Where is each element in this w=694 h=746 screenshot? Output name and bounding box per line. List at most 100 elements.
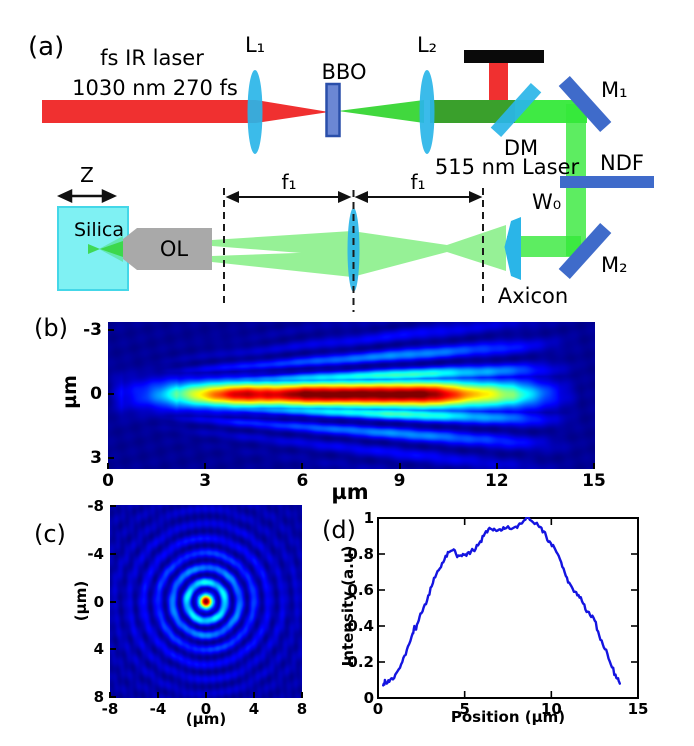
silica-label: Silica — [74, 219, 124, 241]
axicon-lens — [504, 217, 521, 280]
f1-arrow-left — [225, 190, 352, 204]
panel-a-diagram: (a) fs IR laser 1030 nm 270 fs L₁ BBO L₂… — [28, 32, 654, 312]
tick-mark — [398, 463, 401, 469]
intensity-profile-curve — [382, 517, 621, 687]
plot-d-frame — [377, 517, 639, 699]
bbo-crystal — [325, 82, 341, 138]
tick-mark — [107, 463, 109, 469]
red-beam-main — [42, 100, 256, 123]
focal-plane-dashes — [223, 188, 484, 312]
green-beam-m2-to-axicon — [507, 236, 581, 257]
b-xlabel: µm — [331, 480, 369, 504]
mirror-m2 — [558, 222, 612, 280]
laser-label-line1: fs IR laser — [100, 46, 204, 70]
tick-label: 0 — [93, 592, 104, 611]
ol-label: OL — [160, 237, 189, 261]
beam-dump — [464, 50, 544, 63]
tick-mark — [204, 463, 207, 469]
tick-label: 10 — [540, 700, 562, 718]
panel-b-label: (b) — [34, 314, 68, 342]
c-xlabel: (µm) — [185, 710, 227, 728]
tick-mark — [110, 505, 116, 507]
tick-mark — [110, 552, 116, 555]
b-ylabel: µm — [59, 375, 81, 409]
panel-c-label: (c) — [34, 520, 66, 548]
heatmap-c-canvas — [110, 505, 302, 698]
tick-label: 15 — [582, 471, 606, 491]
lens-l1 — [247, 70, 263, 154]
green-focus-tip — [88, 244, 100, 254]
tick-label: 0.6 — [347, 581, 374, 599]
lens-l2-label: L₂ — [417, 33, 437, 57]
heatmap-b-canvas — [108, 322, 595, 469]
w0-label: W₀ — [532, 190, 561, 214]
line-plot-d — [377, 517, 639, 699]
green-beam-diverging — [338, 100, 424, 123]
dm-sub-label: 515 nm Laser — [435, 155, 580, 179]
dichroic-mirror — [490, 83, 542, 137]
tick-mark — [110, 696, 116, 699]
tick-label: 0.2 — [347, 653, 374, 671]
d-ylabel: Intensity (a.u) — [339, 545, 357, 667]
z-arrow — [56, 189, 118, 203]
tick-label: 0 — [102, 471, 114, 491]
tick-label: 1 — [363, 509, 374, 527]
tick-label: 0 — [90, 384, 102, 404]
green-focus-cone — [100, 241, 123, 257]
panel-a-label: (a) — [28, 32, 64, 62]
tick-label: 0 — [363, 689, 374, 707]
dm-label: DM — [504, 136, 538, 160]
objective-lens — [123, 228, 212, 270]
tick-mark — [110, 600, 116, 603]
tick-label: 0 — [200, 700, 212, 718]
axicon-label: Axicon — [498, 284, 568, 308]
panel-d-label: (d) — [322, 516, 356, 544]
tick-label: 5 — [459, 700, 470, 718]
bbo-label: BBO — [322, 60, 367, 84]
tick-label: 8 — [296, 700, 308, 718]
tick-mark — [301, 463, 304, 469]
tick-mark — [495, 463, 498, 469]
tick-mark — [205, 692, 207, 698]
tick-mark — [108, 329, 114, 332]
tick-label: 4 — [248, 700, 260, 718]
tick-label: 12 — [484, 471, 509, 491]
m2-label: M₂ — [601, 253, 628, 277]
plot-d-ticks — [377, 517, 639, 699]
ndf-label: NDF — [600, 151, 644, 175]
d-xlabel: Position (µm) — [450, 708, 566, 726]
f1-arrow-right — [354, 190, 483, 204]
z-label: Z — [80, 163, 94, 187]
f1-label-left: f₁ — [281, 170, 296, 194]
mirror-m1 — [558, 75, 612, 133]
tick-label: 3 — [90, 447, 102, 468]
red-beam-vertical — [489, 56, 508, 114]
tick-mark — [109, 692, 111, 698]
lens-l2 — [419, 70, 435, 154]
tick-label: 0.8 — [347, 545, 374, 563]
red-beam-converging — [256, 100, 329, 123]
tick-mark — [157, 692, 159, 698]
tick-label: 4 — [93, 640, 104, 659]
tick-label: -4 — [87, 544, 104, 563]
tick-label: 15 — [627, 700, 649, 718]
green-beam-collinear — [430, 100, 515, 123]
tick-label: 6 — [296, 471, 309, 491]
green-relay-beams — [212, 225, 506, 277]
m1-label: M₁ — [601, 78, 628, 102]
f1-label-right: f₁ — [410, 170, 425, 194]
tick-label: 0 — [372, 700, 384, 718]
tick-mark — [108, 393, 114, 395]
tick-label: -8 — [101, 700, 119, 718]
ndf-filter — [560, 176, 654, 188]
laser-label-line2: 1030 nm 270 fs — [72, 76, 238, 100]
tick-mark — [253, 692, 255, 698]
tick-label: -3 — [83, 320, 102, 341]
c-ylabel: (µm) — [72, 580, 90, 622]
tick-label: -4 — [149, 700, 167, 718]
tick-mark — [108, 456, 114, 459]
tick-label: 3 — [199, 471, 212, 491]
tick-label: 0.4 — [347, 617, 374, 635]
tick-mark — [301, 692, 303, 698]
